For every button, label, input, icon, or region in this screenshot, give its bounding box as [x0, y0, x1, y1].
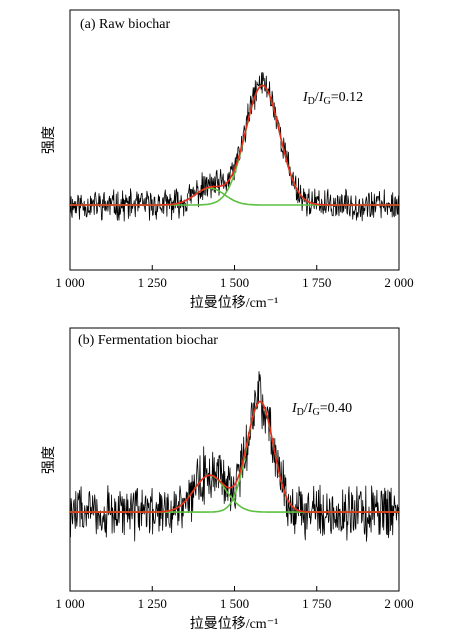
x-ticks-a: 1 000 1 250 1 500 1 750 2 000: [55, 265, 414, 290]
y-axis-label-b: 强度: [41, 446, 57, 474]
x-axis-label-a: 拉曼位移/cm⁻¹: [190, 295, 279, 311]
chart-panel-a: (a) Raw biochar 1 000 1 250 1 500 1 750 2 00…: [41, 9, 414, 311]
x-tick-label-b-0: 1 000: [55, 596, 84, 611]
series-fit-d-line-a: [70, 187, 399, 206]
series-fit-sum-line-a: [70, 84, 399, 206]
id-ig-ratio-b: ID/IG=0.40: [291, 401, 352, 418]
x-tick-label-a-4: 2 000: [384, 275, 413, 290]
x-tick-label-a-2: 1 500: [220, 275, 249, 290]
x-ticks-b: 1 000 1 250 1 500 1 750 2 000: [55, 586, 414, 611]
plot-frame-a: [69, 9, 400, 271]
id-ig-ratio-a: ID/IG=0.12: [302, 90, 363, 107]
chart-title-a: (a) Raw biochar: [80, 17, 171, 32]
chart-title-b: (b) Fermentation biochar: [78, 333, 218, 348]
plot-frame-b: [69, 327, 400, 592]
x-tick-label-b-2: 1 500: [220, 596, 249, 611]
x-tick-label-b-3: 1 750: [302, 596, 331, 611]
x-tick-label-a-3: 1 750: [302, 275, 331, 290]
x-tick-label-a-1: 1 250: [138, 275, 167, 290]
series-group-b: [69, 371, 400, 542]
x-tick-label-a-0: 1 000: [55, 275, 84, 290]
chart-panel-b: (b) Fermentation biochar 1 000 1 250 1 500…: [41, 327, 414, 632]
y-axis-label-a: 强度: [41, 126, 57, 154]
x-tick-label-b-4: 2 000: [384, 596, 413, 611]
x-tick-label-b-1: 1 250: [138, 596, 167, 611]
series-fit-sum-line-b: [70, 400, 399, 513]
x-axis-label-b: 拉曼位移/cm⁻¹: [190, 616, 279, 632]
series-group-a: [69, 72, 400, 222]
series-raw-line-b: [69, 371, 400, 542]
